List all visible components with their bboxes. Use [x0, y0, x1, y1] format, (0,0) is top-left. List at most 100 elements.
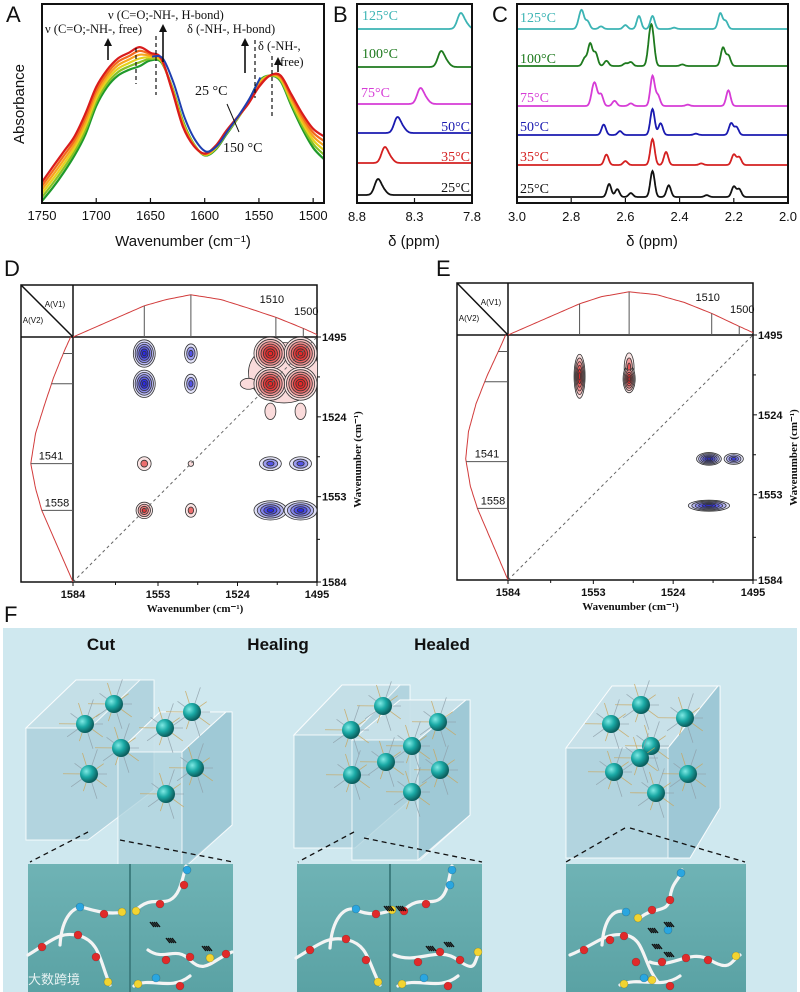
chain-bead — [647, 905, 657, 915]
panel-label-a: A — [6, 2, 21, 27]
nanoparticle-spheres — [58, 679, 707, 819]
chain-bead — [371, 909, 381, 919]
stage-title-cut: Cut — [87, 635, 116, 654]
nanoparticle-sphere — [605, 763, 623, 781]
nanoparticle-sphere — [632, 696, 650, 714]
left-marker-label: 1541 — [39, 451, 63, 463]
trace-label-35: 35°C — [520, 150, 549, 165]
negative-contour — [188, 349, 194, 358]
nmr-trace — [517, 8, 788, 30]
chain-bead — [131, 906, 141, 916]
chain-bead — [75, 902, 85, 912]
nanoparticle-sphere — [642, 737, 660, 755]
map-frame — [20, 284, 318, 583]
x-tick-label: 1750 — [28, 208, 57, 223]
nanoparticle-sphere — [157, 785, 175, 803]
nanoparticle-sphere — [431, 761, 449, 779]
chain-bead — [703, 955, 713, 965]
nanoparticle-sphere — [602, 715, 620, 733]
nmr-trace — [357, 50, 472, 68]
positive-contour — [187, 506, 195, 515]
chain-bead — [633, 913, 643, 923]
hydrogen-bond — [399, 905, 405, 912]
nmr-traces-b — [357, 12, 472, 196]
positive-contour — [264, 402, 277, 420]
trace-label-25: 25°C — [441, 181, 470, 196]
y-tick-label: 1524 — [322, 412, 347, 424]
chain-group — [568, 868, 742, 991]
x-tick-label: 8.8 — [348, 209, 366, 224]
negative-contour — [706, 457, 712, 461]
chain-bead — [73, 930, 83, 940]
chain-bead — [473, 947, 483, 957]
chain-bead — [103, 977, 113, 987]
zoom-line — [363, 837, 483, 863]
contour-plot — [573, 352, 744, 512]
zoom-line — [119, 839, 234, 863]
chain-bead — [676, 868, 686, 878]
x-tick-label: 1584 — [61, 589, 86, 601]
panel-label-e: E — [436, 256, 451, 281]
panel-label-d: D — [4, 256, 20, 281]
nmr-trace — [517, 169, 788, 198]
chain-bead — [205, 953, 215, 963]
positive-contour — [297, 381, 304, 387]
polymer-chains — [26, 864, 742, 991]
hydrogen-bond — [205, 945, 211, 952]
x-tick-label: 1600 — [190, 208, 219, 223]
chain-bead — [579, 945, 589, 955]
negative-contour — [188, 380, 194, 388]
corner-label-v2: A(V2) — [23, 316, 44, 325]
chain-bead — [619, 979, 629, 989]
chain-bead — [631, 957, 641, 967]
ftir-curve-25c — [151, 55, 262, 153]
hydrogen-bond — [171, 937, 177, 944]
hydrogen-bond — [397, 905, 403, 912]
chain-bead — [443, 981, 453, 991]
ftir-curves — [42, 45, 324, 202]
increase-arrows — [104, 24, 282, 73]
hydrogen-bond — [165, 937, 171, 944]
trace-label-35: 35°C — [441, 150, 470, 165]
chain-bead — [619, 931, 629, 941]
panel-label-c: C — [492, 2, 508, 27]
hydrogen-bond — [401, 905, 407, 912]
positive-contour — [627, 376, 631, 382]
chain-bead — [681, 953, 691, 963]
x-tick-label: 1553 — [581, 587, 605, 599]
hydrogen-bond — [385, 905, 391, 912]
chain-bead — [435, 947, 445, 957]
chain-bead — [221, 949, 231, 959]
hydrogen-bond — [167, 937, 173, 944]
y-axis-label: Absorbance — [11, 64, 28, 144]
x-tick-label: 1550 — [244, 208, 273, 223]
nanoparticle-sphere — [403, 737, 421, 755]
x-tick-label: 2.6 — [616, 209, 634, 224]
hydrogen-bond — [429, 945, 435, 952]
annotation-temp-low: 25 °C — [195, 84, 227, 99]
y-tick-label: 1584 — [758, 575, 783, 587]
panel-e-2d-correlation-map: E A(V1)A(V2) 1510 1500 1541 1558 1584 1553 1524… — [436, 256, 800, 613]
annotation-free-nh-line2: free) — [280, 55, 304, 69]
hydrogen-bond — [653, 927, 659, 934]
hydrogen-bond — [427, 945, 433, 952]
hydrogen-bond — [647, 927, 653, 934]
trace-label-75: 75°C — [520, 91, 549, 106]
annotation-temp-high: 150 °C — [223, 141, 262, 156]
hydrogen-bond — [651, 927, 657, 934]
hydrogen-bond — [447, 941, 453, 948]
chain-bead — [373, 977, 383, 987]
chain-bead — [341, 934, 351, 944]
hydrogen-bond — [387, 905, 393, 912]
hydrogen-bond — [665, 951, 671, 958]
polymer-chain — [400, 864, 454, 914]
hydrogen-bond — [667, 951, 673, 958]
trace-label-100: 100°C — [520, 52, 556, 67]
negative-contour — [142, 381, 147, 387]
nanoparticle-sphere — [343, 766, 361, 784]
contour-plot — [132, 337, 317, 521]
x-axis-ticks: 3.0 2.8 2.6 2.4 2.2 2.0 — [508, 198, 797, 224]
x-tick-label: 1500 — [299, 208, 328, 223]
hydrogen-bond — [669, 921, 675, 928]
left-marker-label: 1558 — [45, 497, 69, 509]
